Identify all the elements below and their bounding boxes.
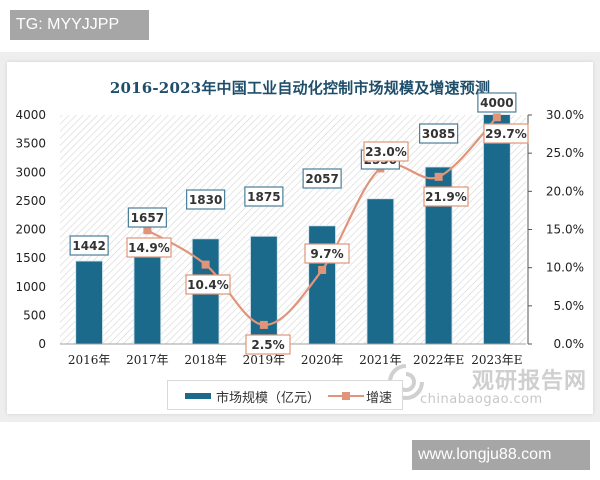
x-axis-tick: 2020年 — [301, 353, 344, 367]
bar-data-label: 1657 — [127, 207, 167, 228]
line-data-label: 10.4% — [185, 274, 231, 295]
svg-text:2.5%: 2.5% — [251, 338, 284, 352]
bar — [483, 115, 510, 344]
line-marker — [492, 113, 501, 122]
x-axis-tick: 2018年 — [184, 353, 227, 367]
left-axis-tick: 1000 — [15, 280, 46, 294]
line-data-label: 23.0% — [363, 141, 409, 162]
right-axis: 0.0% 5.0% 10.0% 15.0% 20.0% 25.0% 30.0% — [527, 108, 585, 351]
header-tag: TG: MYYJJPP — [10, 10, 149, 40]
left-axis-tick: 4000 — [15, 108, 46, 122]
svg-text:2057: 2057 — [305, 172, 338, 186]
line-marker — [434, 172, 443, 181]
svg-text:21.9%: 21.9% — [425, 190, 467, 204]
left-axis-tick: 3500 — [15, 137, 46, 151]
line-data-label: 2.5% — [245, 334, 291, 355]
right-axis-tick: 30.0% — [546, 108, 584, 122]
bar — [134, 249, 161, 344]
line-marker — [259, 320, 268, 329]
bar-data-label: 1875 — [244, 186, 284, 207]
line-marker — [143, 226, 152, 235]
svg-text:23.0%: 23.0% — [365, 145, 407, 159]
right-axis-tick: 20.0% — [546, 184, 584, 198]
chart-title: 2016-2023年中国工业自动化控制市场规模及增速预测 — [109, 79, 491, 97]
left-axis: 0 500 1000 1500 2000 2500 3000 3500 4000 — [15, 108, 46, 351]
svg-text:1875: 1875 — [247, 190, 280, 204]
legend-line-label: 增速 — [366, 391, 393, 406]
left-axis-tick: 0 — [38, 337, 46, 351]
line-data-label: 9.7% — [304, 243, 350, 264]
x-axis-tick: 2016年 — [68, 353, 111, 367]
bar-data-label: 2057 — [302, 168, 342, 189]
x-axis-tick: 2022年E — [413, 353, 464, 367]
legend-bar-swatch — [185, 393, 211, 399]
footer-tag: www.longju88.com — [412, 440, 590, 470]
bar-data-label: 1830 — [186, 189, 226, 210]
svg-text:9.7%: 9.7% — [310, 247, 343, 261]
right-axis-tick: 0.0% — [554, 337, 585, 351]
line-data-label: 14.9% — [126, 237, 172, 258]
svg-text:3085: 3085 — [422, 127, 455, 141]
plot-background — [60, 115, 526, 344]
svg-text:1830: 1830 — [189, 193, 222, 207]
line-data-label: 29.7% — [483, 123, 529, 144]
right-axis-tick: 5.0% — [554, 299, 585, 313]
watermark-cn: 观研报告网 — [472, 369, 588, 394]
line-data-labels: 14.9% 10.4% 2.5% 9.7% 23.0% 21.9% 29.7% — [126, 123, 529, 355]
bar-data-label: 1442 — [69, 235, 109, 256]
svg-text:4000: 4000 — [480, 96, 513, 110]
x-axis-tick: 2021年 — [359, 353, 402, 367]
x-axis-tick: 2023年E — [471, 353, 522, 367]
svg-text:1442: 1442 — [72, 239, 105, 253]
svg-text:1657: 1657 — [131, 211, 164, 225]
left-axis-tick: 1500 — [15, 251, 46, 265]
right-axis-tick: 15.0% — [546, 223, 584, 237]
chart-legend: 市场规模（亿元） 增速 — [167, 380, 403, 410]
x-axis-tick: 2019年 — [243, 353, 286, 367]
left-axis-tick: 2000 — [15, 223, 46, 237]
svg-text:29.7%: 29.7% — [485, 127, 527, 141]
line-marker — [318, 265, 327, 274]
legend-line-marker-icon — [342, 392, 350, 400]
svg-text:10.4%: 10.4% — [187, 278, 229, 292]
bar-data-label: 4000 — [477, 92, 517, 113]
svg-text:14.9%: 14.9% — [128, 241, 170, 255]
bar — [367, 199, 394, 344]
left-axis-tick: 2500 — [15, 194, 46, 208]
right-axis-tick: 25.0% — [546, 146, 584, 160]
watermark-en: chinabaogao.com — [420, 392, 543, 407]
right-axis-tick: 10.0% — [546, 261, 584, 275]
bar — [76, 261, 103, 344]
left-axis-tick: 3000 — [15, 165, 46, 179]
x-axis-tick: 2017年 — [126, 353, 169, 367]
line-marker — [201, 260, 210, 269]
bar-data-label: 3085 — [419, 123, 459, 144]
left-axis-tick: 500 — [23, 308, 46, 322]
legend-bar-label: 市场规模（亿元） — [216, 391, 321, 406]
line-data-label: 21.9% — [423, 186, 469, 207]
x-axis: 2016年 2017年 2018年 2019年 2020年 2021年 2022年E 2023… — [68, 353, 523, 367]
bar-series — [75, 114, 511, 344]
